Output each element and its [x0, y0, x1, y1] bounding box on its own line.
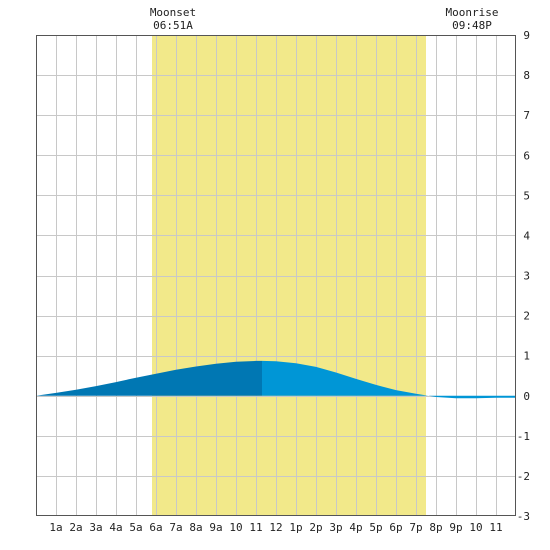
y-tick-label: 2 — [523, 310, 530, 323]
x-tick-label: 7p — [409, 521, 422, 534]
x-tick-label: 2p — [309, 521, 322, 534]
tide-area-falling — [262, 360, 516, 399]
y-tick-label: -3 — [517, 510, 530, 523]
x-tick-label: 9p — [449, 521, 462, 534]
y-tick-label: 7 — [523, 109, 530, 122]
tide-area-layer — [36, 360, 516, 399]
y-tick-label: 5 — [523, 189, 530, 202]
x-tick-label: 4a — [109, 521, 122, 534]
x-tick-label: 6a — [149, 521, 162, 534]
x-tick-label: 9a — [209, 521, 222, 534]
x-tick-label: 7a — [169, 521, 182, 534]
x-tick-label: 5p — [369, 521, 382, 534]
y-tick-label: 3 — [523, 270, 530, 283]
x-tick-label: 8p — [429, 521, 442, 534]
x-tick-label: 10 — [229, 521, 242, 534]
x-tick-label: 1p — [289, 521, 302, 534]
y-tick-label: 9 — [523, 29, 530, 42]
tide-area-rising — [36, 360, 262, 396]
daylight-band — [152, 35, 426, 516]
x-tick-label: 2a — [69, 521, 82, 534]
x-tick-label: 11 — [489, 521, 502, 534]
plot-frame — [36, 35, 516, 516]
x-tick-label: 12 — [269, 521, 282, 534]
moon-event-label: Moonset — [150, 6, 196, 19]
moon-event-time: 09:48P — [452, 19, 492, 32]
x-tick-label: 5a — [129, 521, 142, 534]
y-tick-label: -2 — [517, 470, 530, 483]
y-tick-labels: -3 -2 -1 0 1 2 3 4 5 6 7 8 9 — [517, 29, 531, 523]
x-tick-label: 10 — [469, 521, 482, 534]
x-tick-label: 11 — [249, 521, 262, 534]
moon-event-label: Moonrise — [446, 6, 499, 19]
x-tick-label: 3a — [89, 521, 102, 534]
moon-event-time: 06:51A — [153, 19, 193, 32]
x-tick-label: 4p — [349, 521, 362, 534]
y-tick-label: 6 — [523, 149, 530, 162]
x-tick-label: 6p — [389, 521, 402, 534]
y-tick-label: 0 — [523, 390, 530, 403]
x-tick-label: 8a — [189, 521, 202, 534]
x-tick-label: 3p — [329, 521, 342, 534]
y-tick-label: 1 — [523, 350, 530, 363]
daylight-band-layer — [152, 35, 426, 516]
y-tick-label: 8 — [523, 69, 530, 82]
y-tick-label: -1 — [517, 430, 530, 443]
x-tick-labels: 1a 2a 3a 4a 5a 6a 7a 8a 9a 10 11 12 1p 2p 3p 4p 5p 6p 7p 8p… — [49, 521, 502, 534]
y-tick-label: 4 — [523, 229, 530, 242]
x-tick-label: 1a — [49, 521, 62, 534]
